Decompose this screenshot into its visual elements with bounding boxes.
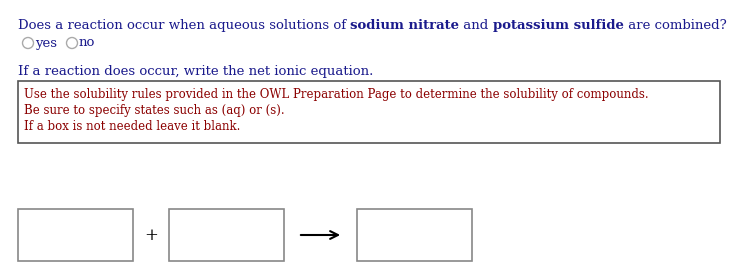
Bar xyxy=(169,209,284,261)
Text: Use the solubility rules provided in the OWL Preparation Page to determine the s: Use the solubility rules provided in the… xyxy=(24,88,649,101)
Text: If a box is not needed leave it blank.: If a box is not needed leave it blank. xyxy=(24,120,240,133)
Bar xyxy=(18,209,133,261)
Text: Be sure to specify states such as (aq) or (s).: Be sure to specify states such as (aq) o… xyxy=(24,104,285,117)
Text: If a reaction does occur, write the net ionic equation.: If a reaction does occur, write the net … xyxy=(18,65,373,78)
Text: and: and xyxy=(459,19,493,32)
Text: are combined?: are combined? xyxy=(624,19,726,32)
Text: potassium sulfide: potassium sulfide xyxy=(493,19,624,32)
Text: Does a reaction occur when aqueous solutions of: Does a reaction occur when aqueous solut… xyxy=(18,19,350,32)
Text: +: + xyxy=(144,227,158,243)
Bar xyxy=(357,209,472,261)
Text: yes: yes xyxy=(35,37,57,50)
Text: sodium nitrate: sodium nitrate xyxy=(350,19,459,32)
Bar xyxy=(18,81,720,143)
Text: no: no xyxy=(79,37,96,50)
